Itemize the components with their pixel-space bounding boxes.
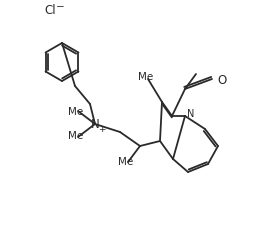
Text: N: N (187, 109, 195, 119)
Text: +: + (98, 124, 106, 134)
Text: Me: Me (68, 107, 84, 117)
Text: Me: Me (68, 131, 84, 141)
Text: Me: Me (138, 72, 154, 82)
Text: Cl: Cl (44, 4, 56, 17)
Text: −: − (56, 2, 64, 12)
Text: O: O (217, 73, 226, 87)
Text: N: N (91, 117, 99, 131)
Text: Me: Me (118, 157, 134, 167)
